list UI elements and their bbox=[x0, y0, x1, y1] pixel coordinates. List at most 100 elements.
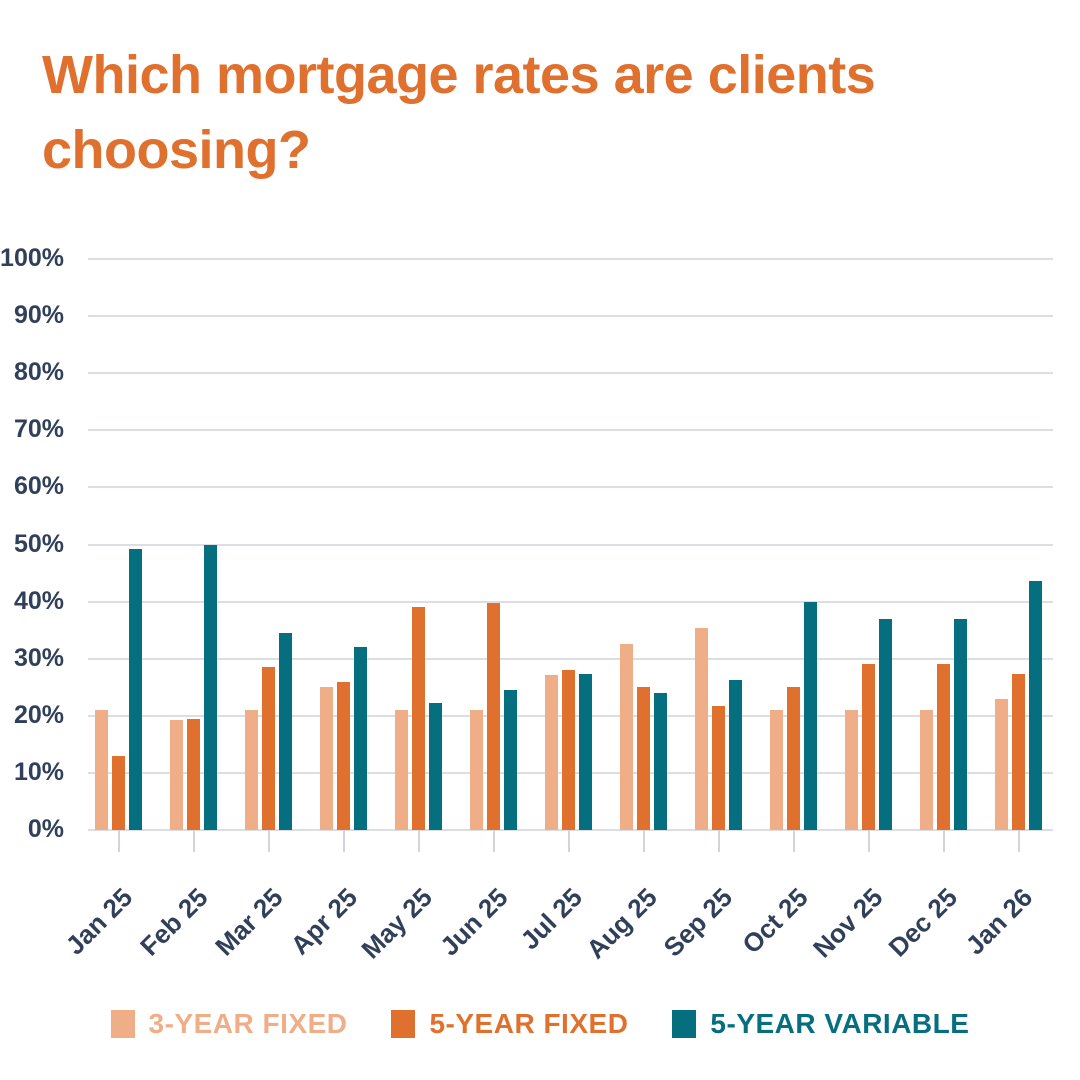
bar-3-year-fixed bbox=[170, 719, 183, 830]
bar-5-year-variable bbox=[504, 690, 517, 830]
bar-3-year-fixed bbox=[95, 710, 108, 830]
bar-group-jul-25: Jul 25 bbox=[515, 259, 606, 955]
x-axis-tick bbox=[717, 830, 720, 852]
gridline-70 bbox=[88, 429, 1053, 432]
x-axis-tick bbox=[117, 830, 120, 852]
gridline-90 bbox=[88, 315, 1053, 318]
bar-3-year-fixed bbox=[545, 674, 558, 830]
x-axis-tick bbox=[642, 830, 645, 852]
x-axis-tick bbox=[417, 830, 420, 852]
bar-group-sep-25: Sep 25 bbox=[658, 259, 756, 962]
legend-item-5-year-fixed: 5-YEAR FIXED bbox=[391, 1008, 628, 1040]
bar-3-year-fixed bbox=[920, 710, 933, 830]
y-tick-label: 0% bbox=[27, 815, 64, 843]
x-axis-label: Jan 26 bbox=[959, 882, 1039, 961]
x-axis-tick bbox=[267, 830, 270, 852]
y-tick-label: 40% bbox=[13, 586, 64, 615]
bar-3-year-fixed bbox=[470, 710, 483, 830]
bar-group-jun-25: Jun 25 bbox=[434, 259, 531, 961]
bar-5-year-variable bbox=[429, 702, 442, 830]
bar-5-year-fixed bbox=[112, 755, 125, 830]
bar-group-nov-25: Nov 25 bbox=[807, 259, 906, 964]
x-axis-tick bbox=[342, 830, 345, 852]
bar-5-year-variable bbox=[204, 544, 217, 830]
legend-swatch-icon bbox=[672, 1010, 697, 1038]
x-axis-tick bbox=[1017, 830, 1020, 852]
bar-3-year-fixed bbox=[395, 710, 408, 830]
x-axis-tick bbox=[567, 830, 570, 852]
bar-5-year-fixed bbox=[712, 706, 725, 830]
x-axis-label: Sep 25 bbox=[657, 882, 739, 963]
bar-5-year-variable bbox=[654, 693, 667, 830]
bar-group-dec-25: Dec 25 bbox=[883, 259, 981, 962]
legend-swatch-icon bbox=[391, 1010, 416, 1038]
x-axis-label: Apr 25 bbox=[284, 882, 364, 961]
gridline-100 bbox=[88, 258, 1053, 260]
bar-5-year-variable bbox=[1029, 580, 1042, 830]
gridline-30 bbox=[88, 657, 1053, 660]
y-tick-label: 70% bbox=[13, 415, 64, 444]
y-tick-label: 60% bbox=[13, 472, 64, 501]
y-tick-label: 100% bbox=[0, 244, 64, 272]
bar-5-year-fixed bbox=[637, 687, 650, 830]
bar-5-year-fixed bbox=[187, 718, 200, 830]
chart-title: Which mortgage rates are clients choosin… bbox=[42, 45, 876, 180]
x-axis-label: Jan 25 bbox=[59, 882, 139, 961]
bar-5-year-fixed bbox=[412, 607, 425, 830]
bar-group-apr-25: Apr 25 bbox=[285, 259, 381, 960]
gridline-40 bbox=[88, 600, 1053, 603]
legend-label: 5-YEAR FIXED bbox=[429, 1008, 629, 1039]
bar-3-year-fixed bbox=[770, 710, 783, 830]
bar-5-year-variable bbox=[354, 647, 367, 830]
legend-item-5-year-variable: 5-YEAR VARIABLE bbox=[672, 1008, 969, 1040]
x-axis-tick bbox=[867, 830, 870, 852]
legend: 3-YEAR FIXED 5-YEAR FIXED 5-YEAR VARIABLE bbox=[0, 1008, 1080, 1040]
legend-item-3-year-fixed: 3-YEAR FIXED bbox=[110, 1008, 348, 1040]
y-tick-label: 90% bbox=[13, 301, 64, 330]
bar-5-year-fixed bbox=[262, 667, 275, 830]
bar-5-year-variable bbox=[579, 674, 592, 830]
bar-5-year-variable bbox=[729, 679, 742, 830]
bar-group-jan-25: Jan 25 bbox=[60, 259, 156, 960]
legend-label: 5-YEAR VARIABLE bbox=[710, 1008, 970, 1039]
x-axis-label: Oct 25 bbox=[735, 882, 814, 960]
bar-3-year-fixed bbox=[620, 644, 633, 830]
bar-3-year-fixed bbox=[320, 687, 333, 830]
bar-5-year-fixed bbox=[937, 664, 950, 830]
y-tick-label: 50% bbox=[13, 529, 64, 558]
bar-5-year-variable bbox=[279, 633, 292, 830]
x-axis-label: Nov 25 bbox=[806, 882, 889, 964]
x-axis-tick bbox=[192, 830, 195, 852]
bar-group-oct-25: Oct 25 bbox=[736, 259, 831, 959]
gridline-80 bbox=[88, 372, 1053, 375]
bar-3-year-fixed bbox=[845, 710, 858, 830]
x-axis-label: Dec 25 bbox=[882, 882, 964, 963]
bar-3-year-fixed bbox=[695, 628, 708, 830]
x-axis-label: Mar 25 bbox=[208, 882, 289, 962]
legend-label: 3-YEAR FIXED bbox=[148, 1008, 348, 1039]
bar-5-year-fixed bbox=[337, 681, 350, 830]
bar-5-year-fixed bbox=[862, 664, 875, 830]
bar-5-year-variable bbox=[129, 549, 142, 830]
bar-5-year-fixed bbox=[787, 687, 800, 830]
y-tick-label: 30% bbox=[13, 643, 64, 672]
y-tick-label: 80% bbox=[13, 358, 64, 387]
bar-group-may-25: May 25 bbox=[356, 259, 456, 965]
bar-5-year-fixed bbox=[487, 603, 500, 830]
bar-5-year-fixed bbox=[1012, 674, 1025, 830]
gridline-50 bbox=[88, 543, 1053, 546]
x-axis-label: Aug 25 bbox=[580, 882, 664, 965]
x-axis-tick bbox=[942, 830, 945, 852]
bar-group-aug-25: Aug 25 bbox=[581, 259, 681, 965]
bar-3-year-fixed bbox=[995, 698, 1008, 830]
legend-swatch-icon bbox=[110, 1010, 135, 1038]
x-axis-tick bbox=[492, 830, 495, 852]
bar-5-year-fixed bbox=[562, 669, 575, 830]
bar-5-year-variable bbox=[804, 601, 817, 830]
x-axis-label: May 25 bbox=[355, 882, 439, 965]
x-axis-label: Jul 25 bbox=[514, 882, 589, 956]
y-tick-label: 10% bbox=[13, 757, 64, 786]
gridline-60 bbox=[88, 486, 1053, 489]
